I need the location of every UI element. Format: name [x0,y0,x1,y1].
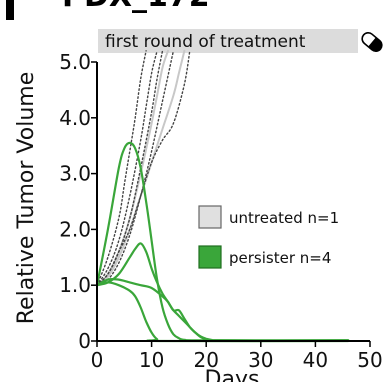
untreated-series-line-2 [98,50,147,285]
legend-swatch-persister [198,245,222,269]
y-tick-label: 4.0 [59,106,91,130]
x-tick-label: 30 [248,348,273,372]
x-tick-label: 20 [193,348,218,372]
y-tick-label: 3.0 [59,162,91,186]
untreated-series-line-0 [98,49,186,286]
persister-series-line-9 [98,277,350,342]
pill-icon [361,31,383,53]
y-tick-label: 5.0 [59,50,91,74]
series-layer [98,49,350,343]
untreated-series-line-6 [98,50,191,286]
untreated-series-line-1 [98,49,169,286]
x-tick-label: 50 [357,348,382,372]
persister-series-line-7 [98,141,350,342]
legend-label-untreated: untreated n=1 [229,209,339,227]
x-tick-label: 10 [139,348,164,372]
y-axis-label: Relative Tumor Volume [14,72,39,325]
treatment-banner [98,29,358,53]
legend: untreated n=1 persister n=4 [198,205,339,269]
title-marker [6,0,14,20]
chart-title: PDX_172 [62,0,210,14]
x-axis-ticks: 0 10 20 30 40 50 [91,341,383,372]
treatment-banner-label: first round of treatment [105,32,306,52]
x-tick-label: 40 [303,348,328,372]
legend-label-persister: persister n=4 [229,249,331,267]
y-tick-label: 0 [78,329,91,353]
persister-series-line-10 [98,281,350,343]
y-axis-ticks: 0 1.0 2.0 3.0 4.0 5.0 [59,50,97,353]
x-tick-label: 0 [91,348,104,372]
untreated-series-line-3 [98,50,158,285]
legend-swatch-untreated [198,205,222,229]
x-axis-label: Days [205,367,260,382]
y-tick-label: 1.0 [59,273,91,297]
y-tick-label: 2.0 [59,217,91,241]
